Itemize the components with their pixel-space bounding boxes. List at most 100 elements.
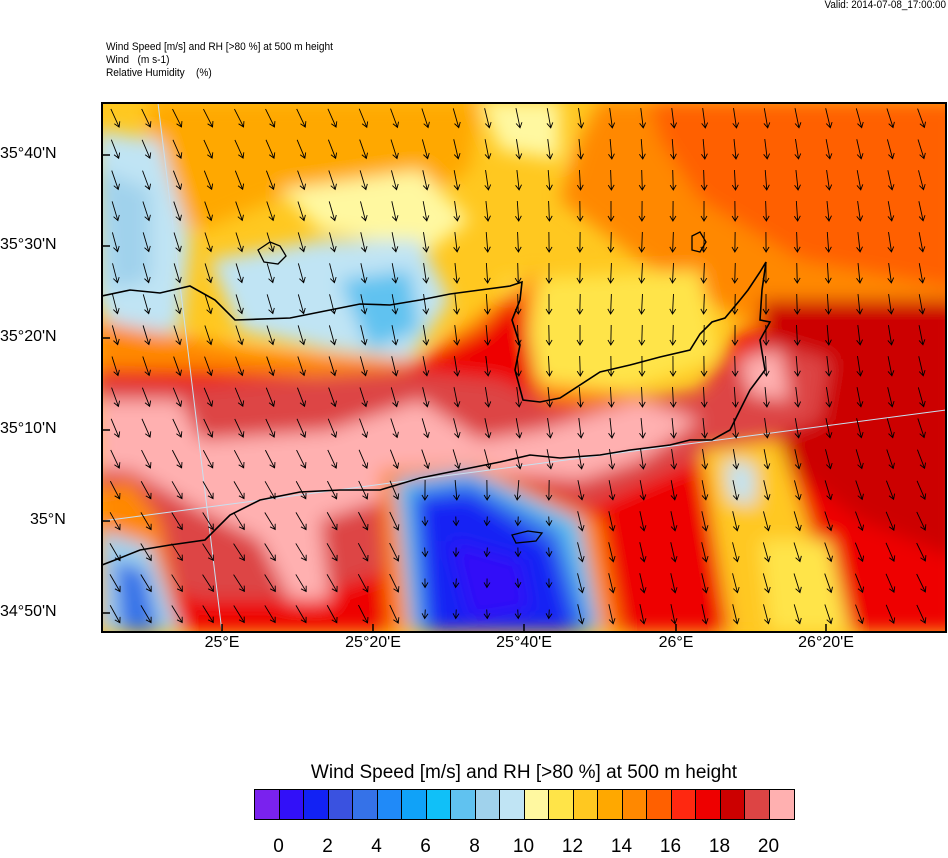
wind-arrow	[856, 325, 863, 346]
wind-arrow	[264, 574, 276, 593]
colorbar-swatch	[304, 790, 329, 819]
wind-arrow	[109, 605, 121, 624]
wind-arrow	[109, 512, 121, 531]
wind-arrow	[327, 108, 338, 128]
wind-arrow	[266, 294, 275, 315]
wind-arrow	[825, 170, 833, 191]
wind-arrow	[731, 355, 739, 377]
wind-arrow	[172, 108, 183, 128]
wind-arrow	[295, 512, 307, 531]
wind-arrow	[887, 356, 895, 377]
colorbar-swatch	[769, 790, 794, 819]
wind-arrow	[825, 387, 833, 408]
wind-arrow	[421, 418, 430, 439]
wind-arrow	[233, 543, 245, 562]
wind-arrow	[515, 418, 523, 439]
wind-arrow	[358, 604, 369, 624]
wind-arrow	[545, 609, 553, 620]
wind-arrow	[357, 573, 369, 593]
wind-arrow	[669, 200, 677, 222]
wind-arrow	[452, 547, 460, 558]
wind-arrow	[545, 262, 553, 284]
colorbar-swatch	[524, 790, 549, 819]
wind-arrow	[639, 108, 647, 129]
wind-arrow	[855, 604, 864, 625]
wind-arrow	[670, 511, 678, 532]
wind-arrow	[233, 574, 245, 593]
wind-arrow	[608, 449, 616, 470]
wind-arrow	[918, 294, 926, 315]
wind-arrow	[825, 201, 832, 222]
wind-arrow	[514, 609, 522, 620]
wind-arrow	[731, 200, 739, 222]
wind-arrow	[824, 573, 833, 594]
island	[257, 231, 707, 544]
wind-arrow	[235, 294, 244, 315]
wind-arrow	[701, 418, 708, 439]
wind-arrow	[638, 386, 646, 408]
wind-arrow	[328, 170, 337, 191]
wind-arrow	[639, 573, 647, 594]
wind-arrow	[576, 200, 584, 222]
wind-arrow	[886, 139, 895, 160]
wind-arrow	[701, 511, 709, 532]
wind-arrow	[731, 386, 739, 408]
wind-arrow	[360, 201, 368, 222]
colorbar-label: 20	[757, 836, 780, 857]
wind-arrow	[421, 578, 429, 589]
wind-arrow	[233, 449, 245, 469]
wind-arrow	[854, 573, 865, 594]
wind-arrow	[608, 138, 615, 160]
colorbar-swatch	[255, 790, 280, 819]
wind-arrow	[608, 542, 616, 563]
wind-arrow	[173, 232, 182, 253]
wind-arrow	[732, 573, 740, 594]
wind-arrow	[484, 324, 491, 346]
wind-arrow	[639, 449, 647, 470]
wind-arrow	[856, 232, 863, 253]
colorbar-label: 10	[512, 836, 535, 857]
wind-arrow	[700, 169, 708, 191]
wind-arrow	[203, 418, 214, 438]
colorbar-swatch	[647, 790, 672, 819]
wind-arrow	[887, 325, 895, 346]
wind-arrow	[452, 449, 461, 470]
wind-arrow	[700, 324, 708, 346]
wind-arrow	[794, 480, 802, 501]
wind-arrow	[762, 355, 770, 377]
wind-arrow	[421, 449, 430, 470]
wind-arrow	[856, 356, 864, 377]
wind-arrow	[576, 231, 584, 253]
wind-arrow	[483, 293, 491, 315]
wind-arrow	[670, 449, 678, 470]
wind-arrow	[701, 480, 709, 501]
wind-arrow	[453, 356, 461, 377]
wind-arrow	[825, 449, 833, 470]
colorbar-swatch	[671, 790, 696, 819]
wind-arrow	[607, 293, 615, 315]
lat-label: 35°20'N	[0, 328, 57, 345]
wind-arrow	[391, 325, 399, 346]
wind-arrow	[421, 547, 429, 558]
wind-arrow	[112, 294, 120, 315]
wind-arrow	[172, 139, 183, 159]
wind-arrow	[732, 139, 739, 160]
wind-arrow	[266, 325, 275, 346]
wind-arrow	[916, 604, 927, 624]
wind-arrow	[794, 387, 802, 408]
wind-arrow	[140, 481, 152, 500]
wind-arrow	[326, 543, 338, 562]
wind-arrow	[421, 139, 430, 160]
wind-arrow	[202, 605, 214, 624]
lon-label: 26°20'E	[798, 634, 854, 651]
wind-arrow	[422, 170, 430, 191]
wind-arrow	[453, 170, 461, 191]
wind-arrow	[918, 263, 926, 284]
wind-arrow	[110, 108, 121, 128]
wind-arrow	[483, 609, 491, 620]
wind-arrow	[793, 293, 801, 315]
wind-arrow	[794, 139, 802, 160]
wind-arrow	[515, 108, 523, 129]
wind-arrow	[577, 542, 585, 563]
wind-arrow	[577, 604, 585, 625]
